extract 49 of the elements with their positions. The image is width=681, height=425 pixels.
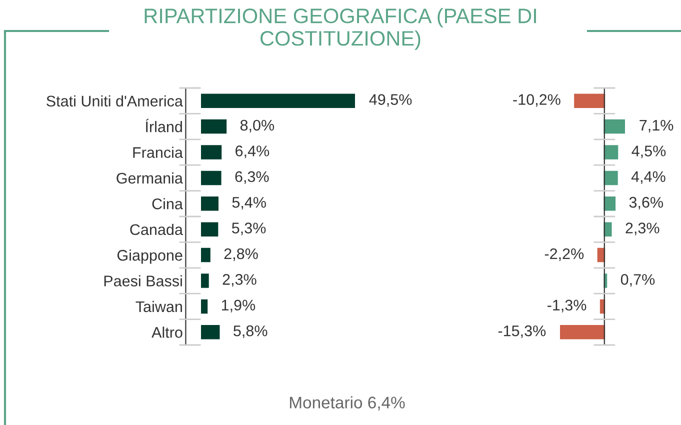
bar bbox=[201, 170, 222, 186]
data-label: 6,4% bbox=[236, 146, 270, 158]
bar bbox=[604, 196, 616, 211]
bar bbox=[574, 94, 606, 108]
y-tick-label: Cina bbox=[152, 198, 183, 210]
y-tick-label: Taiwan bbox=[136, 300, 182, 312]
data-label: 0,7% bbox=[620, 274, 655, 287]
bar bbox=[201, 119, 227, 134]
bar bbox=[201, 94, 355, 108]
data-label: 5,8% bbox=[234, 325, 268, 338]
data-label: 4,5% bbox=[632, 146, 666, 158]
data-label: 2,3% bbox=[626, 222, 660, 236]
y-tick-label: Germania bbox=[116, 172, 183, 184]
data-label: 2,3% bbox=[222, 274, 256, 287]
data-label: 4,4% bbox=[631, 171, 666, 184]
text: Monetario 6,4% bbox=[290, 396, 405, 410]
bar bbox=[201, 222, 218, 236]
y-tick-label: Írland bbox=[146, 118, 182, 132]
data-label: -2,2% bbox=[544, 248, 584, 261]
data-label: -1,3% bbox=[548, 300, 586, 312]
y-tick-label: Altro bbox=[152, 326, 182, 338]
bar bbox=[604, 145, 618, 160]
bar bbox=[201, 248, 210, 262]
y-tick-label: Canada bbox=[130, 224, 183, 236]
bar bbox=[201, 196, 218, 211]
chart-title: RIPARTIZIONE GEOGRAFICA (PAESE DI COSTITUZIONE) bbox=[144, 8, 536, 50]
data-label: 1,9% bbox=[222, 300, 256, 312]
data-label: 5,3% bbox=[232, 222, 266, 236]
data-label: 8,0% bbox=[240, 120, 274, 132]
data-label: 3,6% bbox=[629, 196, 664, 210]
bar bbox=[604, 119, 625, 134]
bar bbox=[201, 325, 220, 340]
bar bbox=[604, 170, 618, 186]
bar bbox=[201, 145, 222, 160]
bar bbox=[201, 274, 209, 288]
data-label: 49,5% bbox=[369, 94, 412, 107]
y-tick-label: Francia bbox=[133, 146, 183, 158]
y-tick-label: Paesi Bassi bbox=[104, 275, 182, 286]
bar bbox=[560, 325, 606, 340]
data-label: -10,2% bbox=[513, 94, 560, 107]
data-label: 6,3% bbox=[235, 171, 269, 184]
data-label: 2,8% bbox=[224, 248, 258, 261]
data-label: 5,4% bbox=[232, 197, 266, 210]
data-label: -15,3% bbox=[498, 325, 546, 338]
bar bbox=[604, 222, 612, 236]
data-label: 7,1% bbox=[640, 120, 674, 132]
y-tick-label: Stati Uniti d'America bbox=[46, 95, 183, 107]
y-tick-label: Giappone bbox=[117, 250, 182, 264]
bar bbox=[201, 299, 208, 314]
